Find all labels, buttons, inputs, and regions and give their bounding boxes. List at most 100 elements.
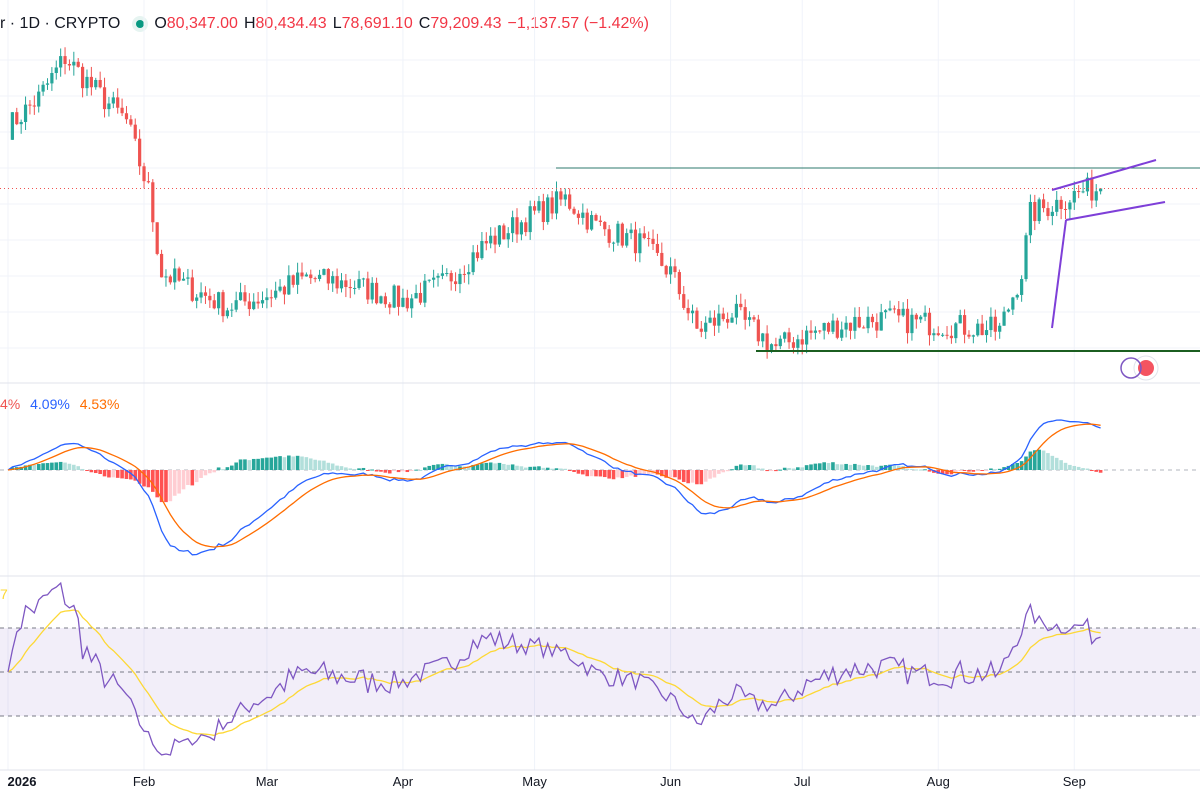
candle-body	[848, 322, 853, 331]
macd-histogram-bar	[445, 463, 449, 470]
macd-histogram-bar	[32, 464, 37, 470]
macd-histogram-bar	[975, 470, 980, 471]
macd-histogram-bar	[721, 470, 726, 473]
macd-histogram-bar	[317, 460, 322, 470]
channel-lower-line	[1065, 201, 1166, 221]
macd-histogram-bar	[129, 470, 133, 480]
x-tick-label: Jun	[660, 774, 681, 789]
candle-body	[765, 333, 769, 350]
candle-body	[107, 103, 111, 110]
macd-histogram-bar	[251, 458, 256, 470]
candle-body	[291, 275, 295, 285]
candle-body	[813, 330, 817, 333]
macd-histogram-bar	[567, 470, 572, 471]
candle-body	[796, 339, 800, 348]
macd-histogram-bar	[164, 470, 168, 503]
macd-histogram-bar	[431, 464, 436, 470]
macd-histogram-bar	[58, 461, 63, 470]
candle-body	[234, 300, 238, 310]
close-label: C	[418, 15, 431, 32]
macd-histogram-bar	[1032, 450, 1037, 470]
macd-histogram-bar	[585, 470, 590, 477]
candle-body	[611, 242, 616, 244]
macd-histogram-bar	[506, 464, 511, 470]
candle-body	[752, 317, 756, 320]
macd-histogram-bar	[616, 470, 620, 478]
macd-histogram-bar	[313, 459, 317, 470]
candle-body	[568, 194, 572, 209]
candle-body	[436, 275, 440, 278]
candle-body	[383, 296, 387, 305]
candle-body	[502, 225, 506, 240]
macd-histogram-bar	[50, 462, 54, 470]
symbol-label[interactable]: r · 1D · CRYPTO	[0, 15, 121, 32]
macd-histogram-bar	[581, 470, 585, 475]
candle-body	[467, 272, 471, 275]
macd-histogram-bar	[181, 470, 186, 490]
macd-histogram-bar	[835, 464, 840, 470]
macd-histogram-bar	[405, 470, 410, 473]
candle-body	[822, 322, 826, 331]
candle-body	[1059, 199, 1063, 209]
macd-histogram-bar	[63, 462, 67, 470]
macd-histogram-bar	[304, 457, 309, 470]
macd-histogram-bar	[330, 463, 335, 470]
candle-body	[541, 201, 545, 223]
macd-histogram-bar	[151, 470, 155, 492]
candle-body	[388, 304, 392, 308]
macd-histogram-bar	[208, 470, 212, 474]
candle-body	[629, 229, 633, 234]
macd-histogram-bar	[774, 470, 778, 472]
macd-histogram-bar	[186, 470, 190, 485]
candle-body	[923, 312, 927, 317]
macd-histogram-bar	[278, 456, 282, 470]
candle-body	[142, 166, 146, 182]
candle-body	[594, 215, 598, 221]
macd-histogram-bar	[361, 467, 366, 470]
macd-histogram-bar	[1046, 453, 1050, 470]
candle-body	[116, 97, 120, 108]
change-value: −1,137.57 (−1.42%)	[507, 15, 649, 32]
macd-histogram-bar	[339, 466, 344, 470]
candle-body	[546, 197, 550, 223]
macd-histogram-bar	[940, 470, 945, 475]
candle-body	[958, 315, 962, 324]
macd-histogram-bar	[712, 470, 717, 478]
macd-histogram-bar	[642, 470, 647, 475]
macd-histogram-bar	[563, 468, 568, 470]
brand-logo-icon	[1120, 355, 1159, 381]
macd-histogram-bar	[624, 470, 629, 477]
x-tick-label: May	[522, 774, 547, 789]
candle-body	[89, 76, 93, 88]
drawings[interactable]	[0, 159, 1200, 352]
macd-histogram-bar	[769, 470, 774, 472]
candle-body	[418, 292, 423, 303]
macd-histogram-bar	[418, 469, 423, 471]
candle-body	[511, 217, 515, 234]
macd-histogram-bar	[471, 464, 475, 470]
candle-body	[497, 225, 502, 245]
macd-histogram-bar	[300, 456, 304, 470]
macd-histogram-bar	[945, 470, 949, 475]
macd-histogram-bar	[655, 470, 660, 475]
macd-histogram-bar	[287, 455, 291, 470]
candle-body	[862, 327, 866, 329]
candle-body	[155, 222, 159, 254]
macd-histogram-bar	[1072, 465, 1077, 470]
candle-body	[778, 338, 782, 347]
candle-body	[879, 312, 883, 331]
candle-body	[260, 300, 265, 304]
candle-body	[563, 194, 567, 200]
candle-body	[708, 317, 712, 323]
candle-body	[673, 266, 677, 273]
candle-body	[458, 273, 462, 285]
macd-histogram-bar	[466, 466, 471, 470]
macd-histogram-bar	[159, 470, 164, 503]
macd-histogram-bar	[971, 470, 976, 472]
macd-histogram-bar	[238, 459, 243, 470]
macd-histogram-bar	[980, 470, 984, 471]
macd-histogram-bar	[1015, 462, 1020, 470]
candle-body	[532, 206, 537, 211]
candle-body	[945, 334, 949, 336]
